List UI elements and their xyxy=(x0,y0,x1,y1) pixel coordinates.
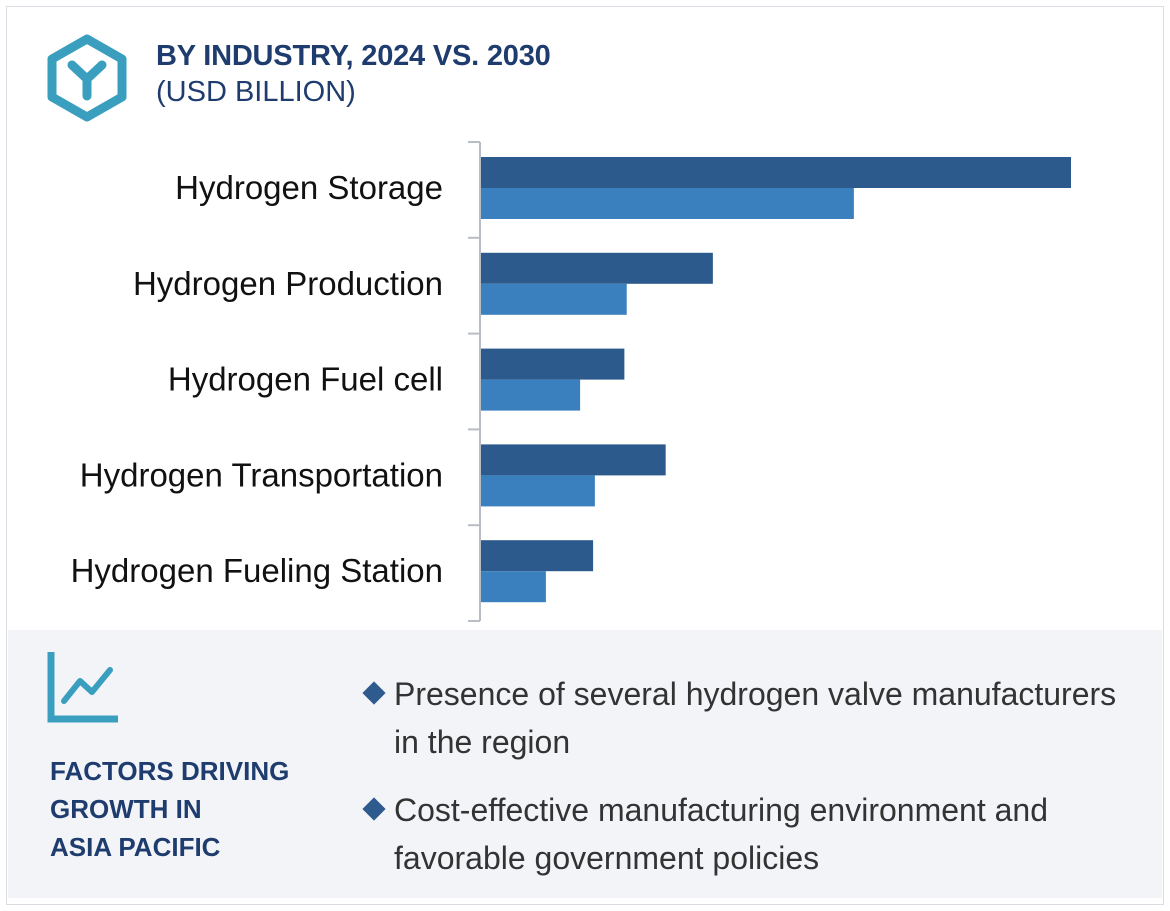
category-label: Hydrogen Production xyxy=(133,265,443,302)
factors-title-line: ASIA PACIFIC xyxy=(50,832,221,862)
factors-title-line: GROWTH IN xyxy=(50,794,202,824)
diamond-bullet-icon xyxy=(362,797,386,821)
chart-title: BY INDUSTRY, 2024 VS. 2030 xyxy=(156,40,551,72)
diamond-bullet-icon xyxy=(362,681,386,705)
bar-2024 xyxy=(481,188,854,219)
line-chart-icon xyxy=(47,652,118,723)
bar-2024 xyxy=(481,475,595,507)
category-label: Hydrogen Fueling Station xyxy=(71,552,443,589)
factors-panel: FACTORS DRIVING GROWTH IN ASIA PACIFIC P… xyxy=(8,630,1162,898)
bar-2030 xyxy=(481,540,594,572)
factor-bullet: Cost-effective manufacturing environment… xyxy=(358,786,1148,882)
bar-2030 xyxy=(481,252,713,284)
bar-2024 xyxy=(481,283,627,315)
bar-2030 xyxy=(481,157,1071,188)
factors-bullet-list: Presence of several hydrogen valve manuf… xyxy=(358,670,1148,902)
bar-2030 xyxy=(481,348,625,380)
category-label: Hydrogen Storage xyxy=(175,169,443,206)
factor-bullet: Presence of several hydrogen valve manuf… xyxy=(358,670,1148,766)
factor-text: Presence of several hydrogen valve manuf… xyxy=(394,676,1117,760)
factors-title-line: FACTORS DRIVING xyxy=(50,756,290,786)
factor-text: Cost-effective manufacturing environment… xyxy=(394,792,1048,876)
bar-chart-svg: Hydrogen Storage Hydrogen Production Hydro… xyxy=(71,141,1071,622)
bar-2024 xyxy=(481,571,546,603)
bar-2030 xyxy=(481,444,666,476)
factors-title: FACTORS DRIVING GROWTH IN ASIA PACIFIC xyxy=(50,752,330,866)
chart-subtitle: (USD BILLION) xyxy=(156,76,356,108)
bar-chart: Hydrogen Storage Hydrogen Production Hydro… xyxy=(0,130,1170,630)
bar-2024 xyxy=(481,379,581,411)
category-label: Hydrogen Fuel cell xyxy=(168,361,443,398)
category-label: Hydrogen Transportation xyxy=(80,456,443,493)
hexagon-y-icon xyxy=(47,34,127,122)
chart-header: BY INDUSTRY, 2024 VS. 2030 (USD BILLION) xyxy=(46,34,646,124)
